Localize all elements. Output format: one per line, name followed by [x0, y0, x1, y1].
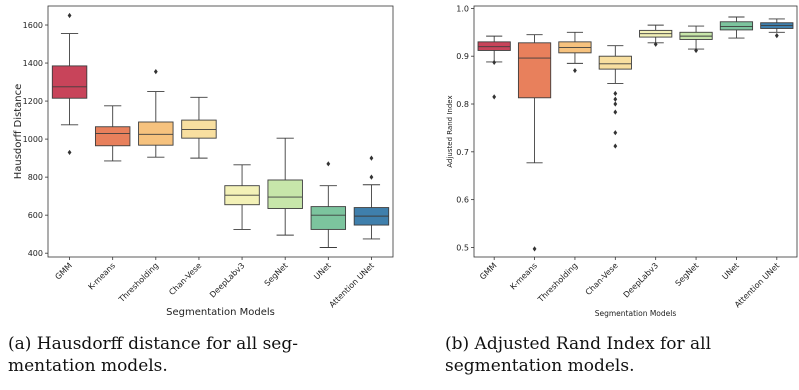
hd-ytick-label: 1200	[23, 97, 43, 106]
ari-outlier	[613, 130, 618, 136]
ari-xtick-label: SegNet	[674, 261, 701, 288]
hd-outlier	[153, 69, 158, 75]
ari-xtick-label: Chan-Vese	[584, 261, 620, 297]
hd-outlier	[326, 161, 331, 167]
hd-box-2	[138, 121, 174, 146]
caption-a: (a) Hausdorff distance for all seg- ment…	[8, 333, 393, 377]
ari-outlier	[492, 94, 497, 100]
ari-outlier	[613, 90, 618, 97]
ari-xtick-label: DeepLabv3	[622, 261, 660, 299]
ari-outlier	[573, 67, 577, 74]
caption-a-line2: mentation models.	[8, 356, 168, 376]
ari-y-axis-label: Adjusted Rand Index	[446, 95, 454, 167]
ari-outlier	[613, 96, 618, 102]
ari-outlier	[613, 101, 618, 107]
ari-xtick-label: UNet	[720, 261, 740, 281]
ari-xtick-label: K-means	[508, 261, 539, 292]
hd-plot-frame	[47, 5, 394, 258]
ari-ytick-label: 0.7	[456, 148, 469, 157]
hd-y-axis-label: Hausdorff Distance	[13, 84, 24, 180]
ari-xtick-label: Attention UNet	[733, 261, 781, 309]
ari-ytick-label: 0.8	[456, 100, 469, 109]
ari-x-axis-label: Segmentation Models	[595, 309, 677, 318]
caption-a-line1: (a) Hausdorff distance for all seg-	[8, 334, 298, 354]
hd-box-0	[51, 65, 88, 99]
hd-box-1	[94, 126, 131, 147]
ari-outlier	[613, 143, 618, 149]
ari-box-3	[598, 55, 632, 70]
hd-box-5	[267, 179, 303, 209]
hd-ytick-label: 1400	[23, 59, 43, 68]
caption-b: (b) Adjusted Rand Index for all segmenta…	[445, 333, 795, 377]
hd-outlier	[67, 12, 72, 19]
ari-xtick-label: GMM	[478, 261, 499, 282]
caption-b-line2: segmentation models.	[445, 356, 635, 376]
hd-x-axis-label: Segmentation Models	[166, 307, 275, 318]
ari-outlier	[492, 59, 497, 66]
ari-box-6	[719, 21, 754, 31]
ari-outlier	[774, 33, 779, 39]
ari-xtick-label: Thresholding	[536, 261, 580, 305]
ari-plot-frame	[473, 5, 798, 258]
ari-box-0	[477, 41, 511, 51]
hd-ytick-label: 400	[28, 249, 43, 258]
ari-outlier	[653, 41, 658, 47]
ari-ytick-label: 0.9	[456, 52, 469, 61]
caption-b-line1: (b) Adjusted Rand Index for all	[445, 334, 712, 354]
hd-box-3	[181, 119, 217, 139]
hd-ytick-label: 800	[28, 173, 43, 182]
hd-ytick-label: 1600	[23, 21, 43, 30]
hd-outlier	[369, 155, 374, 161]
hd-outlier	[369, 174, 374, 180]
ari-box-1	[517, 42, 552, 99]
hd-ytick-label: 1000	[23, 135, 43, 144]
hd-outlier	[67, 149, 72, 156]
ari-outlier	[694, 47, 698, 54]
ari-outlier	[532, 246, 537, 252]
ari-ytick-label: 1.0	[456, 4, 469, 13]
ari-ytick-label: 0.5	[456, 243, 469, 252]
ari-ytick-label: 0.6	[456, 196, 469, 205]
hd-ytick-label: 600	[28, 211, 43, 220]
hd-box-6	[310, 206, 347, 230]
ari-outlier	[613, 109, 618, 115]
ari-box-chart: 0.5 0.6 0.7 0.8 0.9 1.0 GMM K-meansThresholding…	[446, 4, 798, 318]
